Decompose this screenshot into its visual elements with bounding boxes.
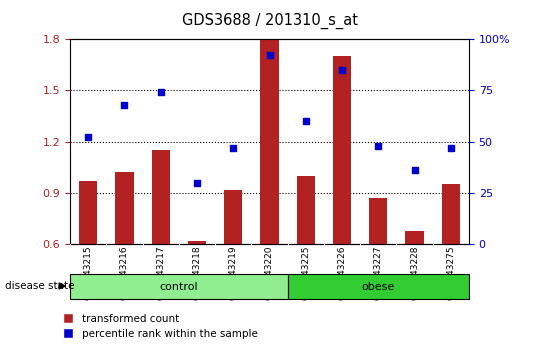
Bar: [70, 274, 288, 299]
Bar: [288, 274, 469, 299]
Point: [156, 90, 165, 95]
Text: disease state: disease state: [5, 281, 75, 291]
Bar: [405, 230, 424, 244]
Bar: [369, 198, 388, 244]
Text: obese: obese: [362, 282, 395, 292]
Point: [229, 145, 238, 150]
Bar: [115, 172, 134, 244]
Text: control: control: [160, 282, 198, 292]
Point: [192, 180, 201, 185]
Point: [446, 145, 455, 150]
Point: [338, 67, 347, 73]
Bar: [224, 189, 243, 244]
Point: [301, 118, 310, 124]
Point: [265, 52, 274, 58]
Bar: [442, 184, 460, 244]
Point: [410, 167, 419, 173]
Legend: transformed count, percentile rank within the sample: transformed count, percentile rank withi…: [59, 310, 262, 344]
Bar: [188, 241, 206, 244]
Bar: [151, 150, 170, 244]
Bar: [260, 39, 279, 244]
Bar: [296, 176, 315, 244]
Text: GDS3688 / 201310_s_at: GDS3688 / 201310_s_at: [182, 12, 357, 29]
Point: [84, 135, 93, 140]
Point: [374, 143, 383, 149]
Point: [120, 102, 129, 108]
Bar: [333, 56, 351, 244]
Bar: [79, 181, 97, 244]
